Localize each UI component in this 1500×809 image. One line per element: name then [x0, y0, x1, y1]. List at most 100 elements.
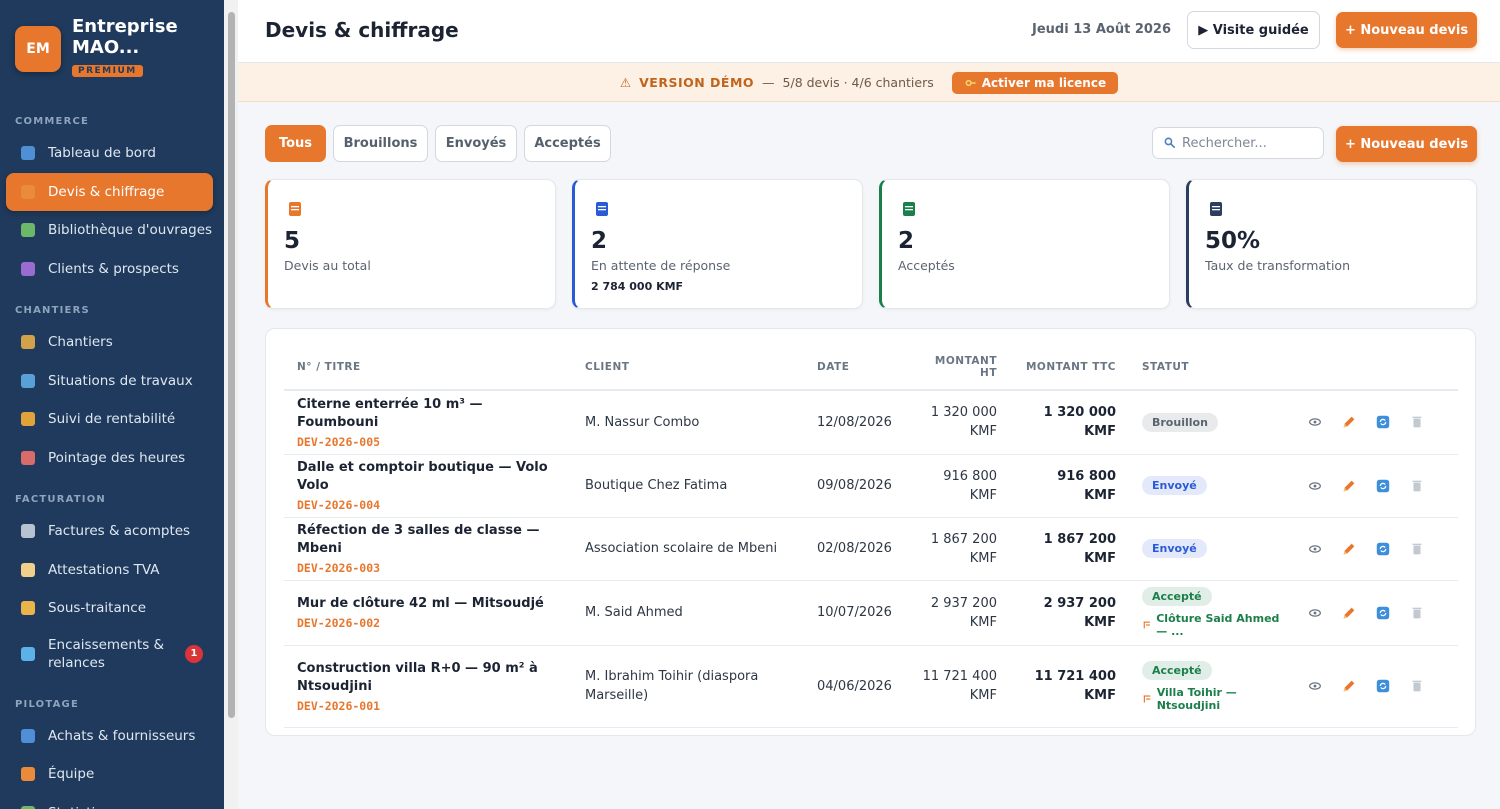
action-bin[interactable]: [1409, 414, 1425, 430]
nav-icon: [21, 184, 35, 199]
nav-icon: [21, 646, 35, 661]
action-pen[interactable]: [1341, 605, 1357, 621]
filter-tab[interactable]: Acceptés: [524, 125, 611, 162]
stat-label: En attente de réponse: [591, 258, 731, 273]
nav-item[interactable]: Situations de travaux: [6, 362, 213, 400]
stat-card: 2 Acceptés: [879, 179, 1170, 309]
new-quote-button[interactable]: + Nouveau devis: [1336, 12, 1477, 48]
nav-item[interactable]: Tableau de bord: [6, 134, 213, 172]
date-cell: 12/08/2026: [804, 390, 904, 455]
icon: [1376, 606, 1390, 619]
actions: [1309, 541, 1445, 557]
action-eye[interactable]: [1307, 541, 1323, 557]
icon: [1376, 479, 1390, 492]
action-bin[interactable]: [1409, 678, 1425, 694]
nav-label: Achats & fournisseurs: [48, 727, 196, 744]
search-input[interactable]: Rechercher...: [1152, 127, 1324, 159]
icon: [1343, 543, 1355, 554]
actions-cell: [1301, 645, 1458, 728]
nav-item[interactable]: Encaissements & relances 1: [6, 628, 213, 680]
client-cell: Boutique Chez Fatima: [572, 454, 804, 518]
linked-project[interactable]: Villa Toihir — Ntsoudjini: [1142, 686, 1288, 712]
nav-item[interactable]: Sous-traitance: [6, 589, 213, 627]
action-eye[interactable]: [1307, 678, 1323, 694]
nav-icon: [21, 805, 35, 809]
stat-value: 50%: [1205, 228, 1261, 254]
action-pen[interactable]: [1341, 541, 1357, 557]
nav-icon: [21, 601, 35, 615]
quote-number: DEV-2026-003: [297, 561, 381, 575]
quote-title: Construction villa R+0 — 90 m² à Ntsoudj…: [297, 660, 538, 694]
filter-tab[interactable]: Tous: [265, 125, 326, 162]
action-bin[interactable]: [1409, 478, 1425, 494]
nav-item[interactable]: Chantiers: [6, 323, 213, 361]
linked-project[interactable]: Clôture Said Ahmed — ...: [1142, 612, 1288, 638]
demo-label: VERSION DÉMO: [639, 75, 755, 90]
nav-item[interactable]: Achats & fournisseurs: [6, 717, 213, 755]
activate-license-label: Activer ma licence: [981, 75, 1107, 90]
stat-value: 5: [284, 228, 301, 254]
nav-label: Attestations TVA: [48, 561, 160, 578]
nav-icon: [21, 373, 35, 388]
nav-icon: [21, 223, 35, 237]
nav-label: Factures & acomptes: [48, 523, 191, 539]
quotes-table: N° / TITRE CLIENT DATE MONTANT HT MONTANT TT…: [284, 348, 1458, 728]
sidebar: EM Entreprise MAO... PREMIUM COMMERCE Tablea…: [0, 0, 224, 809]
column-header: MONTANT HT: [904, 348, 1010, 391]
title-cell: Mur de clôture 42 ml — Mitsoudjé DEV-2026…: [284, 580, 572, 646]
action-pen[interactable]: [1341, 414, 1357, 430]
icon: [1309, 608, 1321, 617]
nav-item[interactable]: Attestations TVA: [6, 551, 213, 589]
action-sync[interactable]: [1375, 678, 1391, 694]
status-cell: Envoyé: [1129, 517, 1301, 581]
nav-label: Devis & chiffrage: [48, 183, 165, 200]
separator: —: [762, 75, 775, 90]
action-eye[interactable]: [1307, 478, 1323, 494]
column-header-actions: [1301, 348, 1458, 391]
client-cell: M. Ibrahim Toihir (diaspora Marseille): [572, 645, 804, 728]
nav-item[interactable]: Équipe: [6, 755, 213, 793]
banner-content: ⚠ VERSION DÉMO — 5/8 devis · 4/6 chantiers A…: [238, 63, 1500, 102]
action-pen[interactable]: [1341, 478, 1357, 494]
filter-tab[interactable]: Brouillons: [333, 125, 428, 162]
quotes-table-card: N° / TITRE CLIENT DATE MONTANT HT MONTANT TT…: [265, 328, 1476, 736]
nav-item[interactable]: Clients & prospects: [6, 250, 213, 288]
premium-badge: PREMIUM: [72, 65, 143, 77]
action-sync[interactable]: [1375, 541, 1391, 557]
status-pill: Accepté: [1142, 660, 1212, 680]
action-eye[interactable]: [1307, 414, 1323, 430]
quote-title: Réfection de 3 salles de classe — Mbeni: [297, 523, 540, 556]
actions-cell: [1301, 517, 1458, 581]
linked-project-label: Villa Toihir — Ntsoudjini: [1156, 685, 1237, 712]
stat-value: 2: [591, 228, 608, 254]
action-pen[interactable]: [1341, 678, 1357, 694]
filter-tab[interactable]: Envoyés: [435, 125, 517, 162]
nav-icon: [21, 450, 35, 465]
activate-license-button[interactable]: Activer ma licence: [951, 71, 1119, 94]
quote-row: Dalle et comptoir boutique — Volo Volo DE…: [284, 454, 1458, 518]
date-cell: 04/06/2026: [804, 645, 904, 728]
nav-item[interactable]: Pointage des heures: [6, 439, 213, 477]
nav-item[interactable]: Devis & chiffrage: [6, 172, 213, 211]
action-sync[interactable]: [1375, 414, 1391, 430]
icon: [1343, 416, 1355, 428]
logo: EM: [15, 26, 61, 72]
nav-item[interactable]: Bibliothèque d'ouvrages: [6, 211, 213, 249]
title-cell: Dalle et comptoir boutique — Volo Volo DE…: [284, 454, 572, 518]
nav-item[interactable]: Factures & acomptes: [6, 512, 213, 550]
icon: [1309, 544, 1321, 553]
action-eye[interactable]: [1307, 605, 1323, 621]
action-sync[interactable]: [1375, 478, 1391, 494]
tour-button[interactable]: ▶ Visite guidée: [1187, 11, 1320, 49]
action-bin[interactable]: [1409, 605, 1425, 621]
nav-item[interactable]: Suivi de rentabilité: [6, 400, 213, 438]
nav-label: Situations de travaux: [48, 372, 193, 389]
nav-item[interactable]: Statistiques: [6, 794, 213, 809]
status-cell: Brouillon: [1129, 390, 1301, 455]
amount-ht: 2 937 200 KMF: [904, 580, 1010, 646]
action-bin[interactable]: [1409, 541, 1425, 557]
action-sync[interactable]: [1375, 605, 1391, 621]
new-quote-button[interactable]: + Nouveau devis: [1336, 126, 1477, 162]
quote-row: Mur de clôture 42 ml — Mitsoudjé DEV-2026…: [284, 580, 1458, 646]
